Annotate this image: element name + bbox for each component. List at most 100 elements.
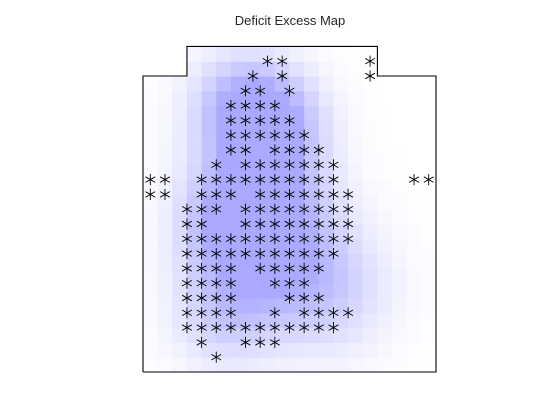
heatmap-cell: [216, 283, 232, 299]
heatmap-cell: [289, 61, 305, 77]
heatmap-cell: [304, 268, 320, 284]
heatmap-cell: [406, 179, 422, 195]
heatmap-cell: [201, 283, 217, 299]
heatmap-cell: [377, 298, 393, 314]
deficit-marker: [240, 336, 251, 348]
deficit-marker: [225, 307, 236, 319]
heatmap-cell: [318, 135, 335, 151]
heatmap-cell: [392, 120, 408, 136]
heatmap-cell: [172, 268, 188, 284]
deficit-marker: [196, 188, 207, 200]
heatmap-cell: [377, 357, 393, 373]
heatmap-cell: [186, 120, 203, 136]
deficit-marker: [284, 292, 295, 304]
heatmap-cell: [392, 135, 408, 151]
deficit-marker: [284, 159, 295, 171]
heatmap-cell: [421, 283, 437, 299]
heatmap-cell: [230, 90, 247, 107]
heatmap-cell: [157, 105, 173, 121]
deficit-marker: [255, 218, 266, 230]
heatmap-cell: [216, 357, 232, 373]
heatmap-cell: [421, 298, 437, 314]
heatmap-cell: [289, 283, 305, 299]
heatmap-cell: [245, 224, 261, 240]
heatmap-cell: [216, 105, 232, 121]
heatmap-cell: [333, 253, 349, 269]
deficit-marker: [196, 336, 207, 348]
deficit-marker: [196, 233, 207, 245]
heatmap-cell: [421, 342, 437, 358]
deficit-marker: [365, 70, 376, 82]
heatmap-cell: [201, 164, 217, 181]
deficit-marker: [196, 248, 207, 260]
deficit-marker: [269, 174, 280, 186]
heatmap-cell: [186, 253, 203, 269]
deficit-marker: [269, 129, 280, 141]
deficit-marker: [343, 218, 354, 230]
heatmap-cell: [143, 357, 159, 373]
heatmap-cell: [421, 120, 437, 136]
heatmap-cell: [274, 224, 291, 240]
heatmap-cell: [333, 238, 349, 255]
heatmap-cell: [230, 164, 247, 181]
heatmap-cell: [333, 327, 349, 343]
deficit-marker: [255, 322, 266, 334]
heatmap-cell: [274, 61, 291, 77]
heatmap-cell: [201, 135, 217, 151]
deficit-marker: [181, 203, 193, 215]
deficit-marker: [299, 262, 310, 274]
deficit-marker: [181, 322, 193, 334]
heatmap-cell: [377, 224, 393, 240]
heatmap-cell: [230, 298, 247, 314]
heatmap-cell: [304, 90, 320, 107]
deficit-marker: [240, 233, 251, 245]
heatmap-cell: [143, 76, 159, 92]
heatmap-cell: [186, 61, 203, 77]
heatmap-cell: [245, 76, 261, 92]
deficit-marker: [211, 262, 222, 274]
deficit-marker: [299, 307, 310, 319]
heatmap-cell: [377, 327, 393, 343]
heatmap-cell: [392, 268, 408, 284]
heatmap-cell: [333, 61, 349, 77]
heatmap-cell: [157, 327, 173, 343]
heatmap-layer: [143, 46, 437, 373]
heatmap-cell: [318, 283, 335, 299]
heatmap-cell: [245, 105, 261, 121]
heatmap-cell: [406, 76, 422, 92]
heatmap-cell: [201, 224, 217, 240]
deficit-marker: [269, 159, 280, 171]
heatmap-cell: [318, 357, 335, 373]
heatmap-cell: [172, 105, 188, 121]
heatmap-cell: [143, 298, 159, 314]
heatmap-cell: [362, 164, 378, 181]
heatmap-cell: [143, 209, 159, 225]
heatmap-cell: [333, 312, 349, 329]
deficit-marker: [181, 218, 193, 230]
deficit-marker: [181, 277, 193, 289]
heatmap-cell: [143, 150, 159, 166]
heatmap-cell: [318, 312, 335, 329]
heatmap-cell: [304, 179, 320, 195]
deficit-marker: [211, 159, 222, 171]
heatmap-cell: [201, 342, 217, 358]
heatmap-cell: [318, 90, 335, 107]
heatmap-cell: [318, 268, 335, 284]
heatmap-cell: [362, 283, 378, 299]
heatmap-cell: [274, 298, 291, 314]
deficit-marker: [196, 307, 207, 319]
heatmap-cell: [245, 90, 261, 107]
heatmap-cell: [216, 76, 232, 92]
heatmap-cell: [245, 342, 261, 358]
heatmap-cell: [230, 76, 247, 92]
heatmap-cell: [406, 105, 422, 121]
heatmap-cell: [157, 224, 173, 240]
heatmap-cell: [392, 164, 408, 181]
deficit-marker: [269, 203, 280, 215]
heatmap-cell: [260, 135, 276, 151]
heatmap-cell: [201, 150, 217, 166]
heatmap-cell: [377, 268, 393, 284]
heatmap-cell: [274, 209, 291, 225]
heatmap-cell: [157, 298, 173, 314]
deficit-marker: [313, 233, 324, 245]
